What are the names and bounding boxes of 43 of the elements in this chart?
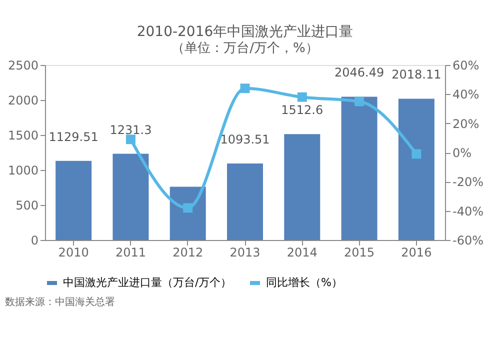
data-label: 1129.51 [48, 130, 98, 144]
x-tick-label: 2011 [115, 246, 146, 260]
y2-tick-label: -60% [452, 234, 484, 248]
y-tick-label: 500 [16, 198, 38, 212]
x-tick-label: 2015 [344, 246, 375, 260]
y-tick-label: 1000 [8, 164, 38, 178]
bar [112, 154, 149, 240]
point [354, 96, 364, 106]
x-tick-label: 2012 [172, 246, 204, 260]
y2-tick-label: 60% [452, 58, 480, 72]
point [126, 134, 136, 144]
y2-tick-label: -20% [452, 175, 484, 190]
source-note: 数据来源：中国海关总署 [5, 296, 115, 308]
data-label: 2046.49 [334, 66, 384, 80]
point [183, 203, 193, 213]
y-tick-label: 1500 [8, 128, 38, 142]
x-tick-label: 2010 [58, 246, 89, 260]
point [297, 92, 307, 102]
y2-tick-label: 40% [452, 88, 480, 102]
y-tick-label: 2000 [8, 94, 38, 108]
y2-tick-label: 20% [452, 116, 480, 131]
x-tick-label: 2016 [401, 246, 432, 260]
chart-title: 2010-2016年中国激光产业进口量 [136, 24, 354, 40]
bar [398, 98, 434, 240]
x-tick-label: 2013 [230, 246, 260, 260]
point [412, 149, 422, 159]
y2-tick-label: 0% [452, 146, 472, 160]
y-tick-label: 0 [30, 234, 38, 248]
y2-tick-label: -40% [452, 204, 484, 218]
data-label: 1231.3 [110, 122, 152, 137]
chart-subtitle: （单位：万台/万个，%） [172, 41, 318, 56]
point [240, 84, 250, 94]
x-tick-label: 2014 [286, 246, 318, 260]
legend-label: 中国激光产业进口量（万台/万个） [63, 276, 232, 289]
bar [284, 134, 320, 240]
bar [341, 96, 378, 240]
data-label: 1512.6 [281, 103, 324, 118]
data-label: 2018.11 [392, 68, 442, 82]
legend-label: 同比增长（%） [266, 276, 342, 289]
data-label: 1093.51 [220, 132, 270, 146]
bar [56, 160, 92, 240]
y-tick-label: 2500 [8, 58, 38, 72]
bar [227, 163, 263, 240]
